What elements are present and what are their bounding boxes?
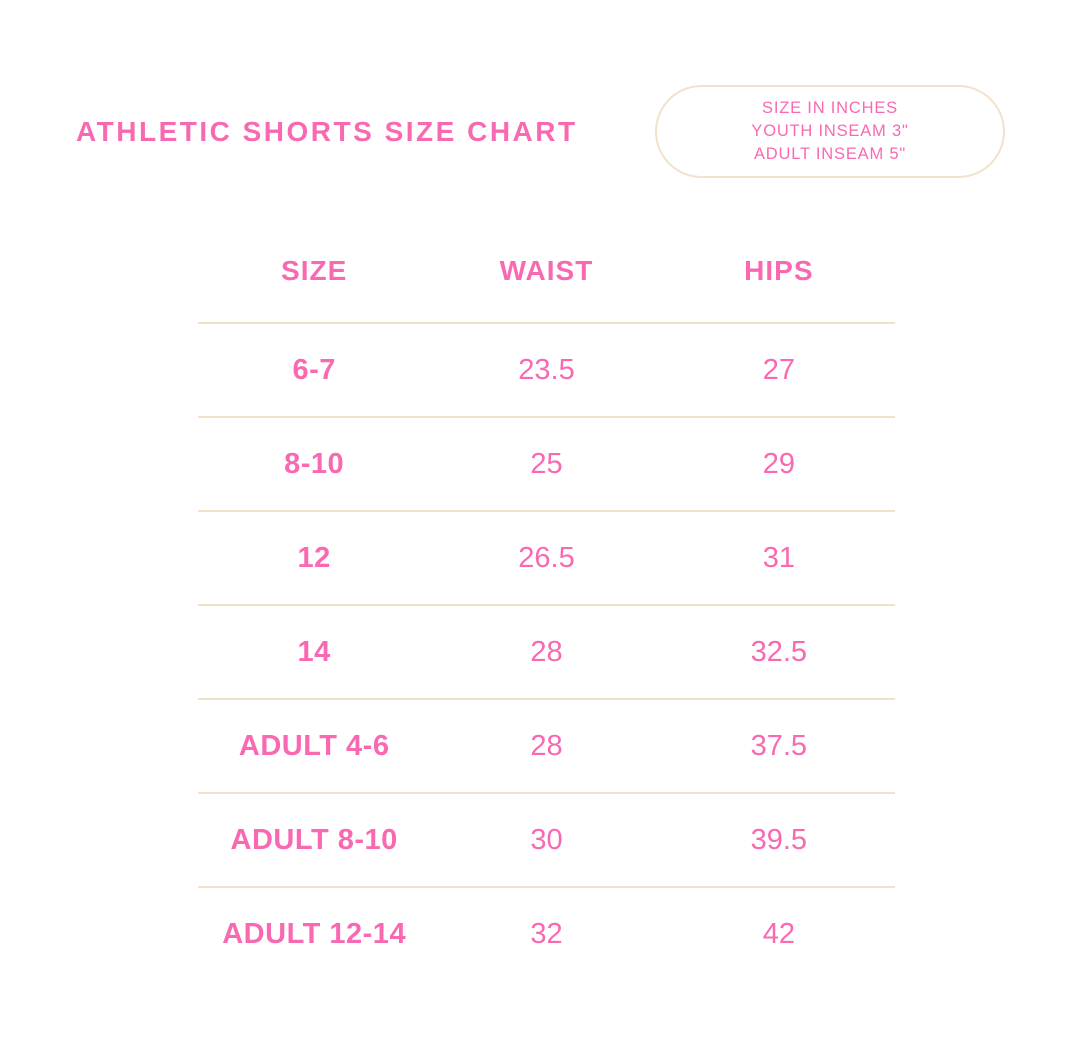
table-row: ADULT 4-6 28 37.5 [198,698,895,793]
size-cell: 12 [198,510,431,605]
waist-cell: 23.5 [430,322,663,417]
size-cell: 14 [198,604,431,699]
size-table: SIZE WAIST HIPS 6-7 23.5 27 8-10 25 29 1… [198,256,895,981]
column-header-waist: WAIST [499,255,594,286]
size-cell: ADULT 12-14 [198,886,431,981]
size-cell: ADULT 4-6 [198,698,431,793]
waist-cell: 26.5 [430,510,663,605]
waist-cell: 32 [430,886,663,981]
table-row: ADULT 12-14 32 42 [198,886,895,981]
badge-line-adult-inseam: ADULT INSEAM 5" [753,145,907,163]
hips-cell: 31 [662,510,895,605]
table-row: 6-7 23.5 27 [198,322,895,417]
waist-cell: 28 [430,698,663,793]
table-row: ADULT 8-10 30 39.5 [198,792,895,887]
waist-cell: 30 [430,792,663,887]
hips-cell: 42 [662,886,895,981]
column-header-hips: HIPS [744,255,814,286]
column-header-size: SIZE [281,255,348,286]
badge-line-units: SIZE IN INCHES [762,99,898,117]
hips-cell: 37.5 [662,698,895,793]
size-cell: 8-10 [198,416,431,511]
table-header-row: SIZE WAIST HIPS [198,256,895,323]
size-table-body: 6-7 23.5 27 8-10 25 29 12 26.5 31 14 28 … [198,322,895,981]
page-title: ATHLETIC SHORTS SIZE CHART [76,115,578,147]
badge-line-youth-inseam: YOUTH INSEAM 3" [751,122,909,140]
size-cell: 6-7 [198,322,431,417]
hips-cell: 32.5 [662,604,895,699]
size-info-badge: SIZE IN INCHES YOUTH INSEAM 3" ADULT INS… [655,85,1005,178]
hips-cell: 39.5 [662,792,895,887]
waist-cell: 25 [430,416,663,511]
table-row: 8-10 25 29 [198,416,895,511]
page-header: ATHLETIC SHORTS SIZE CHART SIZE IN INCHE… [76,85,1005,178]
table-row: 12 26.5 31 [198,510,895,605]
waist-cell: 28 [430,604,663,699]
hips-cell: 27 [662,322,895,417]
table-row: 14 28 32.5 [198,604,895,699]
size-cell: ADULT 8-10 [198,792,431,887]
hips-cell: 29 [662,416,895,511]
size-table-head: SIZE WAIST HIPS [198,256,895,323]
